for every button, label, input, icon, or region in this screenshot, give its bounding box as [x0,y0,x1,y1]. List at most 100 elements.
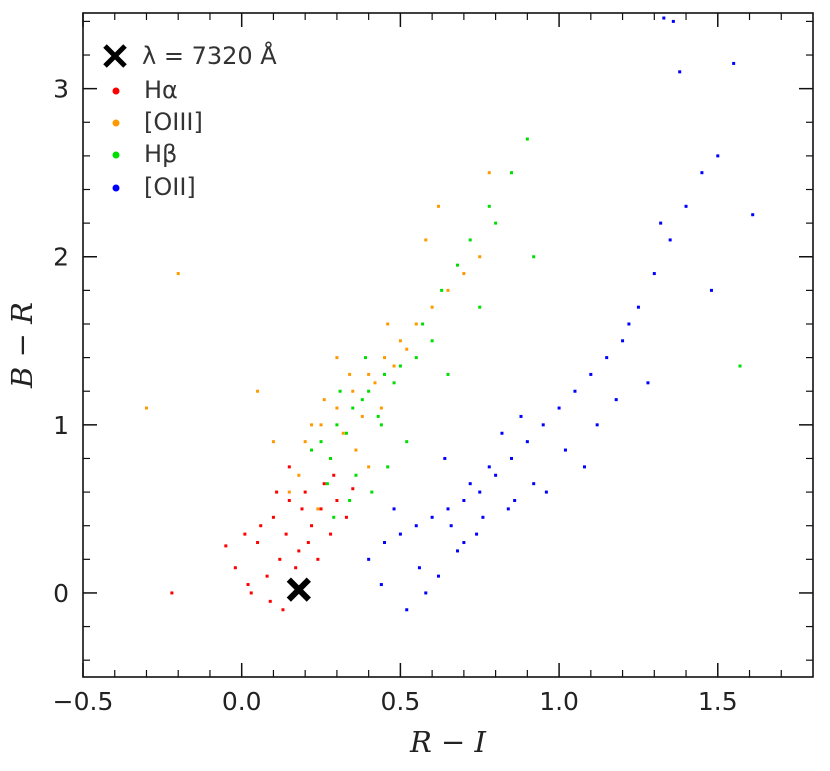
point-series-3 [379,583,383,587]
point-series-3 [525,440,529,444]
y-axis-title: B − R [5,302,39,389]
point-series-3 [671,19,675,23]
point-series-3 [684,204,688,208]
point-series-1 [322,398,326,402]
point-series-3 [367,557,371,561]
point-series-3 [462,541,466,545]
y-tick-label: 1 [53,411,69,440]
point-series-1 [256,389,260,393]
legend-halpha-dot [112,87,120,95]
point-series-2 [329,456,333,460]
axis-ticks: −0.5 0.0 0.5 1.0 1.5 0 1 2 3 [53,13,813,716]
point-series-3 [605,356,609,360]
point-series-3 [582,465,586,469]
point-series-1 [367,372,371,376]
point-series-0 [281,608,285,612]
point-series-3 [424,591,428,595]
x-tick-label: 1.5 [698,687,738,716]
point-series-3 [519,414,523,418]
point-series-1 [430,305,434,309]
point-series-3 [627,322,631,326]
point-series-2 [354,473,358,477]
point-series-2 [456,263,460,267]
point-series-0 [294,566,298,570]
point-series-2 [398,364,402,368]
point-series-0 [306,541,310,545]
point-series-1 [310,423,314,427]
point-series-1 [335,356,339,360]
point-series-0 [246,583,250,587]
legend-oii-dot [112,184,120,192]
point-series-2 [494,221,498,225]
point-series-1 [360,414,364,418]
point-series-3 [636,305,640,309]
x-tick-label: −0.5 [53,687,114,716]
point-series-3 [678,70,682,74]
point-series-0 [275,490,279,494]
point-series-0 [170,591,174,595]
point-series-1 [271,440,275,444]
point-series-3 [398,532,402,536]
point-series-0 [265,574,269,578]
point-series-2 [509,171,513,175]
point-series-3 [662,16,666,20]
point-series-3 [595,423,599,427]
point-series-0 [351,487,355,491]
point-series-3 [700,171,704,175]
point-series-1 [351,389,355,393]
point-series-1 [287,490,291,494]
point-series-2 [532,255,536,259]
legend: λ = 7320 Å Hα [OIII] Hβ [OII] [103,41,277,201]
point-series-3 [383,541,387,545]
point-series-3 [716,154,720,158]
point-series-3 [478,490,482,494]
point-series-1 [176,272,180,276]
point-series-3 [475,532,479,536]
x-tick-label: 0.5 [381,687,421,716]
point-series-0 [249,591,253,595]
x-tick-label: 1.0 [539,687,579,716]
point-series-1 [297,473,301,477]
point-series-2 [363,356,367,360]
plot-frame [82,12,814,678]
point-series-2 [367,389,371,393]
point-series-2 [487,204,491,208]
point-series-3 [621,339,625,343]
point-series-0 [287,498,291,502]
point-series-3 [430,515,434,519]
point-series-3 [462,498,466,502]
point-series-3 [443,456,447,460]
point-series-3 [573,389,577,393]
marker-stroke [286,577,311,602]
point-series-3 [646,381,650,385]
point-series-3 [541,423,545,427]
point-series-3 [481,515,485,519]
point-series-1 [478,255,482,259]
point-series-3 [751,213,755,217]
point-series-1 [303,440,307,444]
point-series-0 [344,515,348,519]
point-series-3 [392,507,396,511]
point-series-3 [487,465,491,469]
point-series-1 [367,465,371,469]
point-series-2 [325,482,329,486]
point-series-1 [405,347,409,351]
point-series-3 [652,272,656,276]
point-series-2 [335,423,339,427]
point-series-1 [398,339,402,343]
legend-marker-label: λ = 7320 Å [142,41,277,70]
point-series-1 [487,171,491,175]
point-series-0 [243,532,247,536]
point-series-3 [405,608,409,612]
data-points [144,16,755,612]
legend-hbeta-dot [112,151,120,159]
point-series-3 [449,524,453,528]
point-series-1 [341,431,345,435]
point-series-2 [319,440,323,444]
point-series-3 [668,238,672,242]
point-series-0 [329,532,333,536]
point-series-3 [436,574,440,578]
point-series-0 [233,566,237,570]
point-series-3 [417,566,421,570]
